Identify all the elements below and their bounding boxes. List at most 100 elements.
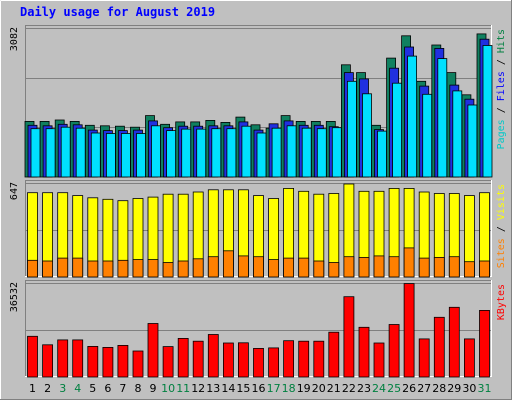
bar-pages-day-6: [106, 133, 116, 178]
bar-pages-day-30: [467, 104, 478, 178]
bar-kbytes-day-5: [87, 345, 99, 378]
legend-kbytes: KBytes: [496, 284, 507, 320]
bar-sites-day-13: [207, 256, 219, 278]
y-max-label: 647: [9, 182, 20, 200]
x-tick-label: 13: [206, 382, 220, 395]
legend-item-pages: Pages: [496, 119, 507, 149]
bar-kbytes-day-25: [388, 324, 400, 378]
panel-hits-files-pages: 3082 Pages / Files / Hits: [9, 25, 507, 178]
bar-sites-day-11: [177, 260, 189, 278]
bar-sites-day-22: [343, 256, 355, 278]
x-tick-label: 27: [417, 382, 431, 395]
legend-item-kbytes: KBytes: [496, 284, 507, 320]
x-tick-label: 25: [387, 382, 401, 395]
bar-sites-day-19: [298, 257, 310, 278]
bar-pages-day-21: [331, 127, 342, 178]
bar-kbytes-day-1: [27, 335, 38, 378]
x-tick-label: 30: [462, 382, 476, 395]
bar-kbytes-day-27: [418, 338, 430, 378]
bar-sites-day-2: [42, 260, 53, 278]
bar-kbytes-day-2: [42, 344, 53, 378]
bar-kbytes-day-8: [132, 350, 144, 378]
bar-sites-day-3: [57, 257, 69, 278]
bar-pages-day-15: [241, 125, 252, 178]
bar-kbytes-day-3: [57, 339, 69, 378]
bar-kbytes-day-31: [479, 309, 490, 378]
chart-panels: 3082 Pages / Files / Hits 647 Sites / Visit…: [9, 25, 507, 378]
bar-sites-day-23: [358, 256, 370, 278]
legend-item-sites: Sites: [496, 238, 507, 268]
x-tick-label: 26: [402, 382, 416, 395]
bar-pages-day-17: [271, 127, 282, 178]
bar-pages-day-14: [226, 128, 237, 178]
legend-item-hits: Hits: [496, 29, 507, 53]
bar-pages-day-25: [392, 82, 403, 178]
bar-pages-day-23: [362, 93, 372, 178]
x-tick-label: 14: [221, 382, 235, 395]
bar-kbytes-day-30: [463, 338, 475, 378]
bar-sites-day-30: [463, 261, 475, 278]
bar-kbytes-day-13: [207, 334, 219, 378]
bar-kbytes-day-20: [313, 340, 325, 378]
x-tick-label: 20: [312, 382, 326, 395]
bar-kbytes-day-6: [102, 346, 114, 378]
bar-kbytes-day-22: [343, 296, 355, 378]
bar-kbytes-day-15: [237, 342, 249, 378]
bar-pages-day-24: [377, 130, 387, 178]
bar-pages-day-9: [151, 125, 161, 178]
x-tick-label: 21: [327, 382, 341, 395]
bar-sites-day-20: [313, 260, 325, 278]
x-tick-label: 29: [447, 382, 461, 395]
x-tick-label: 16: [252, 382, 266, 395]
bar-pages-day-31: [482, 45, 493, 178]
bar-kbytes-day-11: [177, 337, 189, 378]
x-tick-label: 24: [372, 382, 386, 395]
bar-sites-day-21: [328, 262, 340, 278]
legend-hits-files-pages: Pages / Files / Hits: [496, 29, 507, 149]
x-tick-label: 15: [236, 382, 250, 395]
x-tick-label: 6: [104, 382, 111, 395]
legend-item-visits: Visits: [496, 184, 507, 220]
x-tick-label: 17: [267, 382, 281, 395]
bar-sites-day-1: [27, 259, 38, 278]
x-tick-label: 22: [342, 382, 356, 395]
bar-sites-day-5: [87, 260, 99, 278]
bar-sites-day-26: [403, 247, 415, 278]
bar-pages-day-18: [286, 125, 297, 178]
x-tick-label: 1: [29, 382, 36, 395]
bar-sites-day-15: [237, 255, 249, 278]
bar-pages-day-5: [90, 132, 101, 178]
bar-pages-day-3: [60, 126, 71, 178]
x-tick-label: 5: [89, 382, 96, 395]
bar-kbytes-day-16: [253, 347, 264, 378]
bar-kbytes-day-28: [433, 316, 445, 378]
bar-kbytes-day-12: [192, 340, 204, 378]
bar-pages-day-29: [452, 90, 463, 178]
bar-sites-day-29: [448, 256, 460, 278]
legend-item-files: Files: [496, 71, 507, 101]
bar-kbytes-day-24: [373, 342, 385, 378]
x-tick-label: 31: [478, 382, 492, 395]
bar-pages-day-8: [136, 133, 146, 178]
bar-pages-day-27: [422, 93, 433, 178]
bar-sites-day-18: [283, 257, 295, 278]
bar-sites-day-7: [117, 259, 129, 278]
bar-pages-day-10: [166, 130, 177, 178]
x-tick-label: 19: [297, 382, 311, 395]
bar-sites-day-4: [72, 257, 84, 278]
bar-pages-day-19: [301, 127, 312, 178]
chart-title: Daily usage for August 2019: [20, 5, 215, 19]
bar-kbytes-day-18: [283, 340, 295, 378]
bar-kbytes-day-21: [328, 331, 340, 378]
bar-pages-day-16: [256, 132, 267, 178]
x-axis-labels: 1 2 3 4 5 6 7 8 9 10 11 12 13 14 15 16 17 18 19 20 21 22 23 24 2…: [29, 382, 492, 395]
x-tick-label: 10: [161, 382, 175, 395]
x-tick-label: 11: [176, 382, 190, 395]
bar-pages-day-26: [407, 55, 418, 178]
bar-pages-day-11: [181, 128, 192, 178]
bar-sites-day-16: [253, 256, 264, 278]
x-tick-label: 9: [150, 382, 157, 395]
panel-kbytes: 36532 KBytes: [9, 280, 507, 378]
bar-kbytes-day-10: [162, 346, 174, 378]
